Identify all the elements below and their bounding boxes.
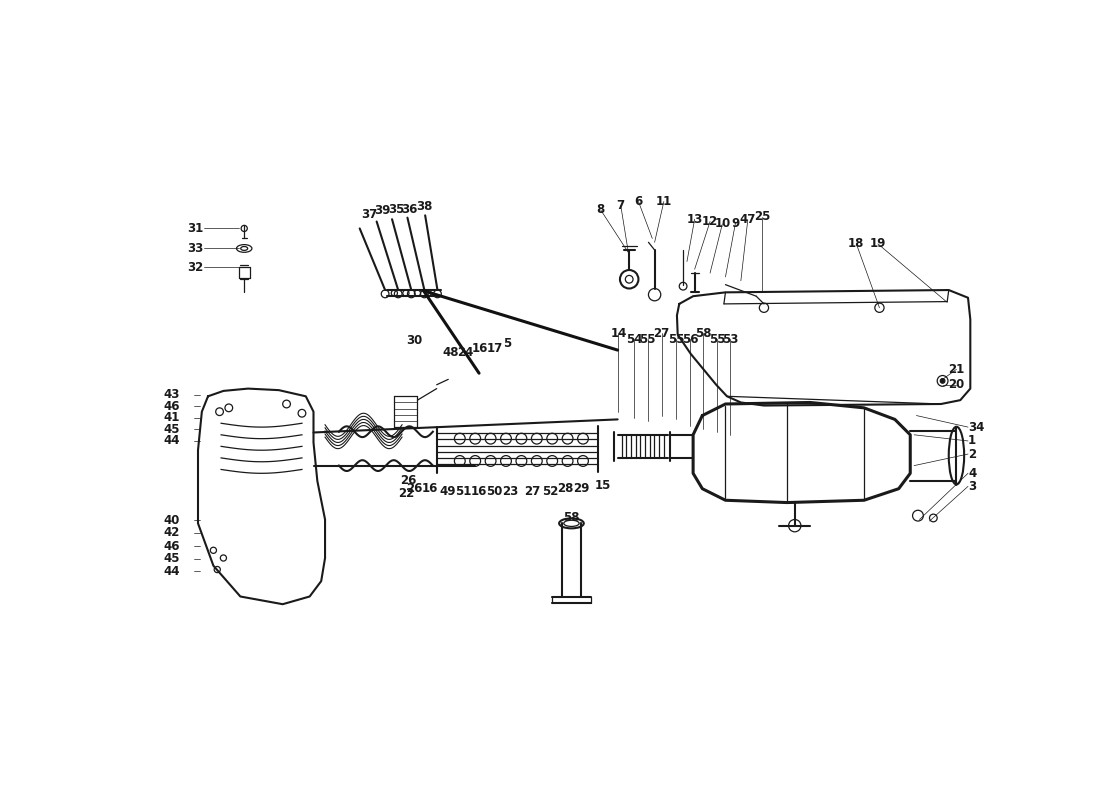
Text: 8: 8 [596,203,605,217]
Text: 34: 34 [968,421,984,434]
Text: 2: 2 [968,447,976,461]
Text: 4: 4 [968,467,977,480]
Text: 30: 30 [406,334,422,347]
Text: 15: 15 [595,479,612,492]
Text: 16: 16 [471,486,487,498]
Text: 10: 10 [714,218,730,230]
Text: 14: 14 [610,326,627,340]
Text: 22: 22 [398,487,414,500]
Text: 13: 13 [686,213,703,226]
Text: 58: 58 [695,326,712,340]
Text: 27: 27 [524,486,540,498]
Text: 49: 49 [439,486,455,498]
Text: 6: 6 [635,195,642,208]
Text: 11: 11 [656,195,672,208]
Text: 16: 16 [421,482,438,495]
Text: 47: 47 [739,214,756,226]
Text: 32: 32 [187,262,204,274]
Text: 33: 33 [187,242,204,255]
Text: 24: 24 [456,346,473,359]
Text: 51: 51 [454,486,471,498]
Text: 38: 38 [416,200,432,213]
Text: 44: 44 [164,565,180,578]
Text: 36: 36 [400,202,417,216]
Text: 42: 42 [164,526,180,539]
Text: 46: 46 [164,540,180,553]
Text: 7: 7 [617,199,625,212]
Text: 3: 3 [968,480,976,493]
Text: 9: 9 [732,217,739,230]
Text: 26: 26 [400,474,417,486]
Text: 31: 31 [187,222,204,235]
Text: 55: 55 [639,333,656,346]
Text: 5: 5 [504,338,512,350]
Text: 58: 58 [563,511,580,525]
Text: 26: 26 [406,482,422,495]
Text: 25: 25 [755,210,771,223]
Text: 45: 45 [164,423,180,436]
Text: 1: 1 [968,434,976,447]
Text: 39: 39 [375,204,390,218]
Text: 29: 29 [573,482,590,495]
Text: 18: 18 [848,238,865,250]
Text: 17: 17 [486,342,503,355]
Text: 55: 55 [708,333,725,346]
Text: 28: 28 [557,482,573,495]
Text: 56: 56 [682,333,698,346]
Text: 52: 52 [541,486,558,498]
Text: 55: 55 [668,333,684,346]
Text: 53: 53 [722,333,738,346]
Text: 21: 21 [948,363,965,376]
Text: 27: 27 [653,326,670,340]
Text: 12: 12 [702,215,718,228]
Text: 48: 48 [442,346,459,359]
Text: 35: 35 [387,202,404,216]
Text: 40: 40 [164,514,180,526]
Text: 44: 44 [164,434,180,447]
Text: 37: 37 [361,208,377,221]
Text: 19: 19 [870,238,887,250]
Text: 43: 43 [164,388,180,402]
Text: 20: 20 [948,378,965,391]
Text: 16: 16 [472,342,488,355]
Text: 54: 54 [626,333,642,346]
Text: 45: 45 [164,552,180,566]
Text: 46: 46 [164,400,180,413]
Text: 50: 50 [486,486,503,498]
Text: 23: 23 [502,486,518,498]
Text: 41: 41 [164,411,180,424]
Circle shape [940,378,945,383]
